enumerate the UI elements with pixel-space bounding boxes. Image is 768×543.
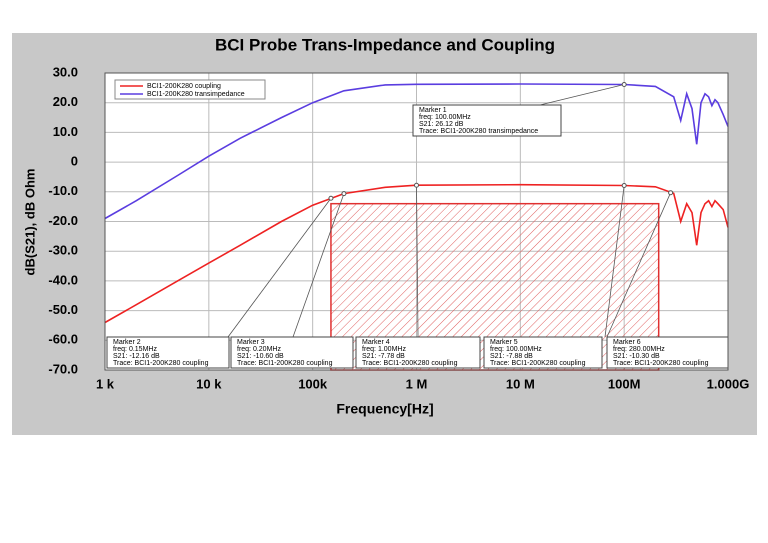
y-tick-label: 10.0 (53, 124, 78, 139)
marker-s21: S21: 26.12 dB (419, 121, 464, 128)
marker-freq: freq: 280.00MHz (613, 346, 665, 353)
marker-trace: Trace: BCI1-200K280 coupling (490, 360, 586, 367)
marker-leader (227, 197, 332, 338)
x-tick-label: 100k (298, 376, 328, 391)
x-tick-label: 10 M (506, 376, 535, 391)
marker-freq: freq: 0.20MHz (237, 346, 281, 353)
marker-label: Marker 5 (490, 339, 518, 346)
series-line (104, 183, 729, 324)
marker-point (668, 190, 674, 196)
marker-freq: freq: 1.00MHz (362, 346, 406, 353)
y-tick-label: -30.0 (48, 243, 78, 258)
marker-point (341, 191, 347, 197)
y-tick-label: 0 (71, 154, 78, 169)
plot-frame (104, 72, 729, 371)
legend-box (114, 79, 266, 100)
series-line (104, 83, 729, 220)
marker-trace: Trace: BCI1-200K280 coupling (113, 360, 209, 367)
marker-freq: freq: 100.00MHz (419, 114, 471, 121)
y-tick-label: -70.0 (48, 361, 78, 376)
y-tick-label: -10.0 (48, 183, 78, 198)
y-tick-label: -60.0 (48, 332, 78, 347)
legend-label: BCI1-200K280 transimpedance (147, 91, 245, 98)
y-tick-label: -40.0 (48, 272, 78, 287)
y-tick-label: -50.0 (48, 302, 78, 317)
marker-point (328, 195, 334, 201)
marker-leader (539, 84, 625, 106)
marker-point (414, 182, 419, 188)
marker-leader (604, 185, 625, 338)
legend-label: BCI1-200K280 coupling (147, 83, 221, 90)
marker-box (412, 104, 562, 137)
marker-box (230, 336, 354, 369)
marker-label: Marker 2 (113, 339, 141, 346)
marker-box (606, 336, 729, 369)
marker-s21: S21: -7.88 dB (490, 353, 533, 360)
x-axis-label: Frequency[Hz] (336, 401, 433, 417)
marker-trace: Trace: BCI1-200K280 transimpedance (419, 128, 538, 135)
x-tick-label: 100M (608, 376, 641, 391)
marker-label: Marker 4 (362, 339, 390, 346)
marker-leader (606, 192, 671, 338)
x-tick-label: 1 M (406, 376, 428, 391)
marker-trace: Trace: BCI1-200K280 coupling (237, 360, 333, 367)
marker-box (106, 336, 230, 369)
marker-label: Marker 6 (613, 339, 641, 346)
y-tick-label: 30.0 (53, 64, 78, 79)
marker-point (621, 183, 627, 189)
marker-freq: freq: 0.15MHz (113, 346, 157, 353)
x-tick-label: 1 k (96, 376, 115, 391)
marker-s21: S21: -12.16 dB (113, 353, 160, 360)
marker-point (621, 82, 627, 88)
x-tick-label: 10 k (196, 376, 222, 391)
marker-box (483, 336, 603, 369)
y-axis-label: dB(S21), dB Ohm (22, 169, 37, 276)
marker-freq: freq: 100.00MHz (490, 346, 542, 353)
marker-s21: S21: -10.60 dB (237, 353, 284, 360)
y-tick-label: 20.0 (53, 94, 78, 109)
marker-label: Marker 3 (237, 339, 265, 346)
chart-title: BCI Probe Trans-Impedance and Coupling (215, 35, 555, 54)
marker-trace: Trace: BCI1-200K280 coupling (613, 360, 709, 367)
x-tick-label: 1.000G (707, 376, 750, 391)
y-tick-label: -20.0 (48, 213, 78, 228)
marker-s21: S21: -10.30 dB (613, 353, 660, 360)
marker-box (355, 336, 481, 369)
marker-trace: Trace: BCI1-200K280 coupling (362, 360, 458, 367)
marker-s21: S21: -7.78 dB (362, 353, 405, 360)
marker-leader (292, 193, 345, 338)
marker-leader (416, 185, 419, 338)
marker-label: Marker 1 (419, 107, 447, 114)
